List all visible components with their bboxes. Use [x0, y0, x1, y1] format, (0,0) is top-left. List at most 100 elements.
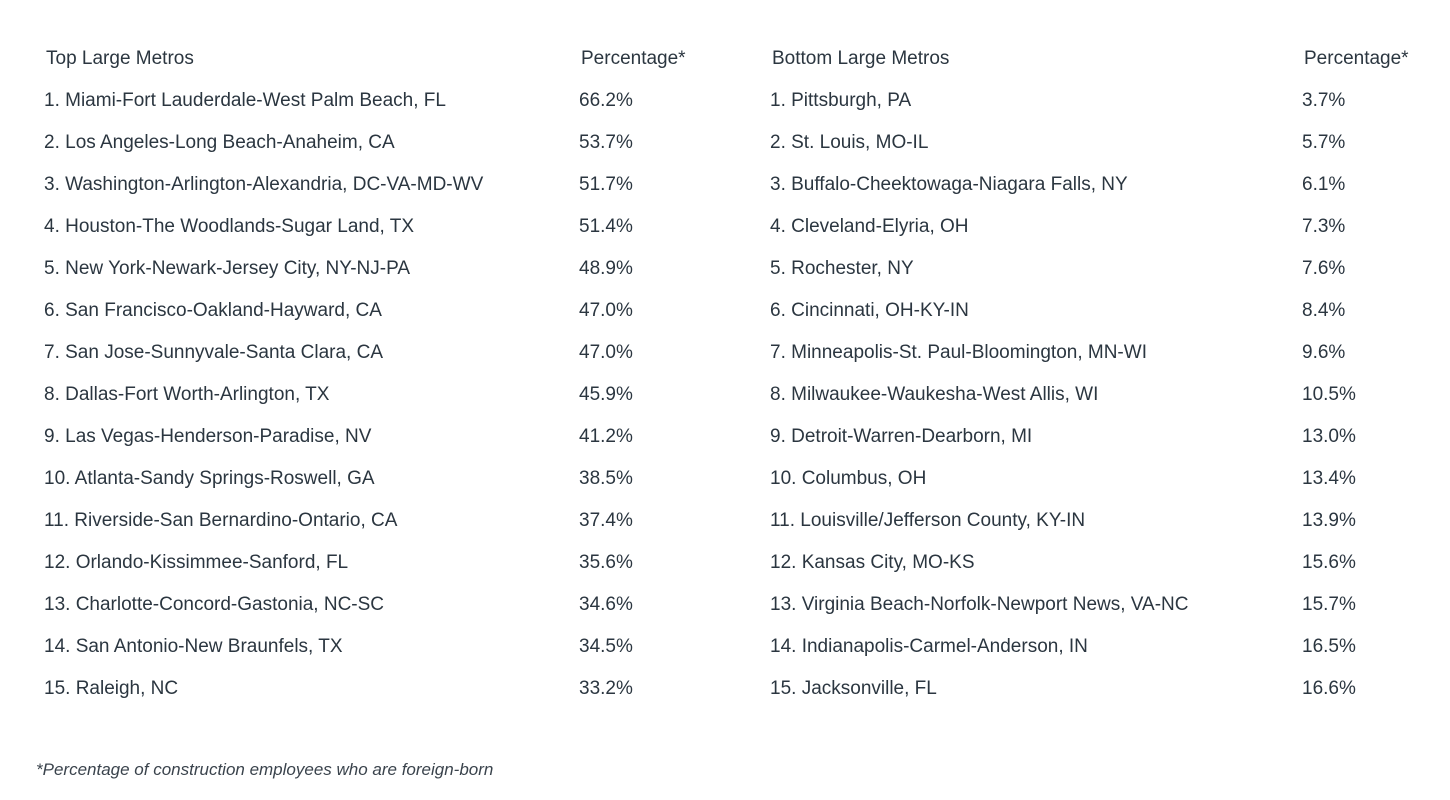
metro-name: 11. Riverside-San Bernardino-Ontario, CA	[44, 510, 398, 531]
metro-percentage: 7.6%	[1302, 258, 1346, 279]
metro-percentage: 41.2%	[579, 426, 633, 447]
metro-percentage: 13.4%	[1302, 468, 1356, 489]
metro-percentage: 5.7%	[1302, 132, 1346, 153]
metro-name: 3. Buffalo-Cheektowaga-Niagara Falls, NY	[770, 174, 1128, 195]
table-row: 9. Las Vegas-Henderson-Paradise, NV 41.2%	[44, 416, 704, 458]
metro-percentage: 34.6%	[579, 594, 633, 615]
top-metros-header: Top Large Metros Percentage*	[44, 38, 704, 80]
metro-name: 2. St. Louis, MO-IL	[770, 132, 929, 153]
table-row: 7. San Jose-Sunnyvale-Santa Clara, CA 47.…	[44, 332, 704, 374]
table-row: 4. Houston-The Woodlands-Sugar Land, TX 5…	[44, 206, 704, 248]
bottom-metros-table: Bottom Large Metros Percentage* 1. Pitts…	[770, 38, 1430, 710]
metro-percentage: 48.9%	[579, 258, 633, 279]
metro-percentage: 47.0%	[579, 342, 633, 363]
metro-name: 2. Los Angeles-Long Beach-Anaheim, CA	[44, 132, 395, 153]
table-row: 14. Indianapolis-Carmel-Anderson, IN 16.5…	[770, 626, 1430, 668]
metro-percentage: 38.5%	[579, 468, 633, 489]
table-row: 8. Dallas-Fort Worth-Arlington, TX 45.9%	[44, 374, 704, 416]
metro-name: 4. Cleveland-Elyria, OH	[770, 216, 969, 237]
metro-percentage: 37.4%	[579, 510, 633, 531]
metro-name: 4. Houston-The Woodlands-Sugar Land, TX	[44, 216, 415, 237]
top-metros-table: Top Large Metros Percentage* 1. Miami-Fo…	[44, 38, 704, 710]
metro-percentage: 10.5%	[1302, 384, 1356, 405]
metro-name: 8. Milwaukee-Waukesha-West Allis, WI	[770, 384, 1099, 405]
metro-percentage: 6.1%	[1302, 174, 1346, 195]
table-row: 4. Cleveland-Elyria, OH 7.3%	[770, 206, 1430, 248]
bottom-percentage-heading: Percentage*	[1304, 48, 1409, 69]
metro-percentage: 53.7%	[579, 132, 633, 153]
metro-name: 6. San Francisco-Oakland-Hayward, CA	[44, 300, 382, 321]
table-row: 1. Miami-Fort Lauderdale-West Palm Beach…	[44, 80, 704, 122]
table-row: 2. St. Louis, MO-IL 5.7%	[770, 122, 1430, 164]
metro-name: 5. New York-Newark-Jersey City, NY-NJ-PA	[44, 258, 411, 279]
metro-percentage: 15.7%	[1302, 594, 1356, 615]
metro-percentage: 3.7%	[1302, 90, 1346, 111]
metro-percentage: 45.9%	[579, 384, 633, 405]
metro-percentage: 66.2%	[579, 90, 633, 111]
metro-percentage: 51.4%	[579, 216, 633, 237]
metro-percentage: 33.2%	[579, 678, 633, 699]
table-row: 13. Charlotte-Concord-Gastonia, NC-SC 34.…	[44, 584, 704, 626]
bottom-metros-heading: Bottom Large Metros	[772, 48, 950, 69]
metro-name: 3. Washington-Arlington-Alexandria, DC-V…	[44, 174, 484, 195]
table-row: 15. Jacksonville, FL 16.6%	[770, 668, 1430, 710]
metro-name: 9. Las Vegas-Henderson-Paradise, NV	[44, 426, 372, 447]
top-metros-heading: Top Large Metros	[46, 48, 194, 69]
metro-name: 5. Rochester, NY	[770, 258, 914, 279]
metro-percentage: 51.7%	[579, 174, 633, 195]
table-row: 6. San Francisco-Oakland-Hayward, CA 47.0…	[44, 290, 704, 332]
metro-percentage: 13.0%	[1302, 426, 1356, 447]
metro-name: 11. Louisville/Jefferson County, KY-IN	[770, 510, 1086, 531]
metro-name: 6. Cincinnati, OH-KY-IN	[770, 300, 969, 321]
metro-percentage: 7.3%	[1302, 216, 1346, 237]
table-row: 3. Washington-Arlington-Alexandria, DC-V…	[44, 164, 704, 206]
metro-name: 13. Charlotte-Concord-Gastonia, NC-SC	[44, 594, 385, 615]
metro-name: 1. Miami-Fort Lauderdale-West Palm Beach…	[44, 90, 446, 111]
table-row: 8. Milwaukee-Waukesha-West Allis, WI 10.5…	[770, 374, 1430, 416]
metro-name: 15. Jacksonville, FL	[770, 678, 937, 699]
metro-name: 7. Minneapolis-St. Paul-Bloomington, MN-…	[770, 342, 1147, 363]
table-row: 5. New York-Newark-Jersey City, NY-NJ-PA…	[44, 248, 704, 290]
metro-name: 10. Atlanta-Sandy Springs-Roswell, GA	[44, 468, 375, 489]
table-row: 11. Riverside-San Bernardino-Ontario, CA…	[44, 500, 704, 542]
metro-name: 12. Kansas City, MO-KS	[770, 552, 975, 573]
table-row: 3. Buffalo-Cheektowaga-Niagara Falls, NY…	[770, 164, 1430, 206]
metro-percentage: 8.4%	[1302, 300, 1346, 321]
metro-percentage: 13.9%	[1302, 510, 1356, 531]
metro-name: 13. Virginia Beach-Norfolk-Newport News,…	[770, 594, 1189, 615]
table-row: 2. Los Angeles-Long Beach-Anaheim, CA 53.…	[44, 122, 704, 164]
metro-percentage: 16.5%	[1302, 636, 1356, 657]
metro-name: 12. Orlando-Kissimmee-Sanford, FL	[44, 552, 349, 573]
table-row: 13. Virginia Beach-Norfolk-Newport News,…	[770, 584, 1430, 626]
table-row: 12. Orlando-Kissimmee-Sanford, FL 35.6%	[44, 542, 704, 584]
table-row: 7. Minneapolis-St. Paul-Bloomington, MN-…	[770, 332, 1430, 374]
metro-name: 14. Indianapolis-Carmel-Anderson, IN	[770, 636, 1088, 657]
metro-percentage: 15.6%	[1302, 552, 1356, 573]
metro-name: 8. Dallas-Fort Worth-Arlington, TX	[44, 384, 330, 405]
table-row: 12. Kansas City, MO-KS 15.6%	[770, 542, 1430, 584]
metro-percentage: 16.6%	[1302, 678, 1356, 699]
metro-name: 14. San Antonio-New Braunfels, TX	[44, 636, 343, 657]
metro-percentage: 34.5%	[579, 636, 633, 657]
bottom-metros-rows: 1. Pittsburgh, PA 3.7% 2. St. Louis, MO-IL…	[770, 80, 1430, 710]
metro-name: 7. San Jose-Sunnyvale-Santa Clara, CA	[44, 342, 384, 363]
metro-name: 10. Columbus, OH	[770, 468, 927, 489]
table-row: 15. Raleigh, NC 33.2%	[44, 668, 704, 710]
table-row: 11. Louisville/Jefferson County, KY-IN 13…	[770, 500, 1430, 542]
bottom-metros-header: Bottom Large Metros Percentage*	[770, 38, 1430, 80]
top-percentage-heading: Percentage*	[581, 48, 686, 69]
top-metros-rows: 1. Miami-Fort Lauderdale-West Palm Beach…	[44, 80, 704, 710]
metro-name: 1. Pittsburgh, PA	[770, 90, 912, 111]
table-row: 5. Rochester, NY 7.6%	[770, 248, 1430, 290]
table-row: 10. Columbus, OH 13.4%	[770, 458, 1430, 500]
table-row: 1. Pittsburgh, PA 3.7%	[770, 80, 1430, 122]
metro-percentage: 47.0%	[579, 300, 633, 321]
table-row: 10. Atlanta-Sandy Springs-Roswell, GA 38.…	[44, 458, 704, 500]
table-row: 14. San Antonio-New Braunfels, TX 34.5%	[44, 626, 704, 668]
metro-percentage: 9.6%	[1302, 342, 1346, 363]
table-row: 9. Detroit-Warren-Dearborn, MI 13.0%	[770, 416, 1430, 458]
metro-name: 15. Raleigh, NC	[44, 678, 179, 699]
metro-percentage: 35.6%	[579, 552, 633, 573]
table-row: 6. Cincinnati, OH-KY-IN 8.4%	[770, 290, 1430, 332]
metro-name: 9. Detroit-Warren-Dearborn, MI	[770, 426, 1033, 447]
